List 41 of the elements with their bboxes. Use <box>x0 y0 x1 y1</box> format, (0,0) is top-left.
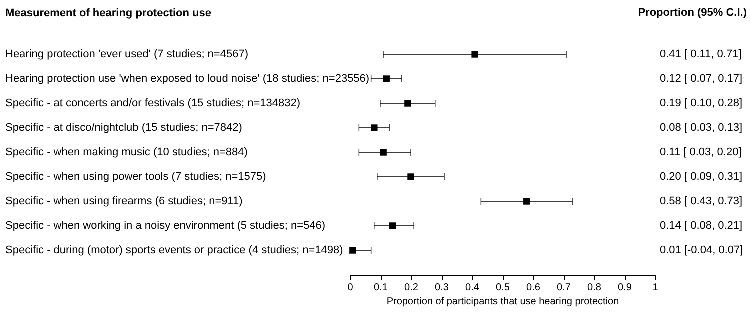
y-tick-label: Specific - when making music (10 studies; n=884) <box>6 146 248 158</box>
x-tick-label: 0.6 <box>526 282 541 294</box>
y-tick-label: Hearing protection 'ever used' (7 studies; n=4567) <box>6 48 248 60</box>
x-tick-label: 0.4 <box>466 282 480 294</box>
x-tick-label: 0.3 <box>435 282 450 294</box>
y-tick-label: Specific - when working in a noisy environment (5 studies; n=546) <box>6 220 326 232</box>
data-label: 0.41 [ 0.11, 0.71] <box>660 48 742 60</box>
data-label: 0.12 [ 0.07, 0.17] <box>660 73 743 85</box>
point <box>371 124 378 132</box>
x-tick-label: 0.1 <box>374 282 388 294</box>
y-tick-label: Specific - at disco/nightclub (15 studies; n=7842) <box>6 122 242 134</box>
x-tick-label: 0.5 <box>496 282 510 294</box>
x-tick-label: 0.9 <box>618 282 632 294</box>
data-label: 0.20 [ 0.09, 0.31] <box>660 171 743 183</box>
point <box>524 198 530 205</box>
point <box>404 100 412 107</box>
point <box>472 51 478 58</box>
y-tick-label: Specific - at concerts and/or festivals (15 studies; n=134832) <box>6 98 301 110</box>
y-tick-label: Specific - when using power tools (7 studies; n=1575) <box>6 171 266 183</box>
data-label: 0.19 [ 0.10, 0.28] <box>660 98 743 110</box>
x-tick-label: 0.2 <box>404 282 419 294</box>
y-axis-title: Measurement of hearing protection use <box>6 8 212 20</box>
x-tick-label: 0 <box>348 282 354 294</box>
y-tick-label: Hearing protection use 'when exposed to loud noise' (18 studies; n=23556) <box>6 73 370 85</box>
data-label: 0.58 [ 0.43, 0.73] <box>660 196 743 208</box>
point <box>380 149 387 156</box>
x-axis-title: Proportion of participants that use hearing protection <box>386 296 620 308</box>
point <box>383 76 390 82</box>
x-tick-label: 0.7 <box>557 282 572 294</box>
y-tick-label: Specific - during (motor) sports events or practice (4 studies; n=1498) <box>6 244 344 256</box>
text: Proportion (95% C.I.) <box>638 7 748 19</box>
data-label: 0.08 [ 0.03, 0.13] <box>660 122 743 134</box>
y-tick-label: Specific - when using firearms (6 studies; n=911) <box>6 196 243 208</box>
data-label: 0.14 [ 0.08, 0.21] <box>660 220 743 232</box>
x-tick-label: 1 <box>652 282 659 294</box>
point <box>389 222 396 230</box>
point <box>408 174 414 180</box>
data-label: 0.11 [ 0.03, 0.20] <box>660 146 742 158</box>
data-label: 0.01 [-0.04, 0.07] <box>660 244 744 256</box>
x-tick-label: 0.8 <box>588 282 602 294</box>
point <box>350 247 356 254</box>
